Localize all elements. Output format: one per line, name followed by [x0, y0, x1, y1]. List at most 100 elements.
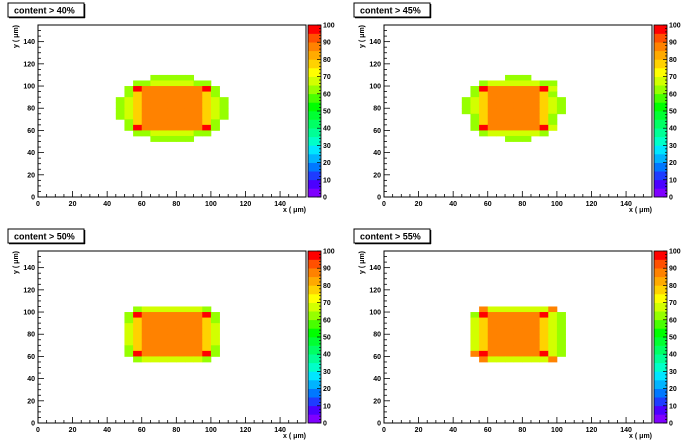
heatmap-cell: [202, 339, 212, 346]
colorbar-segment: [654, 76, 667, 86]
colorbar-tick-label: 0: [669, 195, 673, 202]
heatmap-cell: [505, 119, 515, 126]
heatmap-cell: [513, 108, 523, 115]
heatmap-cell: [141, 350, 151, 357]
heatmap-cell: [513, 317, 523, 324]
heatmap-cell: [530, 350, 541, 357]
heatmap-cell: [184, 74, 195, 81]
heatmap-cell: [479, 108, 489, 115]
y-tick-label: 100: [369, 310, 381, 317]
heatmap-cell: [167, 74, 177, 81]
heatmap-cell: [539, 86, 549, 92]
heatmap-cell: [193, 306, 203, 313]
heatmap-cell: [210, 108, 220, 115]
colorbar-tick-label: 20: [669, 160, 677, 167]
colorbar-segment: [308, 302, 321, 312]
heatmap-cell: [522, 328, 532, 335]
y-tick-label: 60: [27, 128, 35, 135]
heatmap-cell: [548, 119, 558, 126]
heatmap-cell: [176, 80, 186, 87]
heatmap-cell: [496, 124, 506, 131]
heatmap-cell: [159, 334, 169, 341]
heatmap-cell: [522, 345, 532, 352]
colorbar-segment: [308, 128, 321, 138]
y-tick-label: 40: [373, 376, 381, 383]
heatmap-cell: [470, 86, 480, 92]
heatmap-cell: [487, 130, 497, 137]
heatmap-cell: [530, 124, 541, 131]
heatmap-cell: [496, 345, 506, 352]
heatmap-cell: [141, 339, 151, 346]
colorbar-segment: [308, 33, 321, 43]
heatmap-cell: [176, 108, 186, 115]
heatmap-cell: [176, 97, 186, 104]
heatmap-cell: [548, 306, 558, 313]
heatmap-cell: [133, 345, 143, 352]
heatmap-cell: [167, 102, 177, 109]
heatmap-cell: [193, 108, 203, 115]
heatmap-cell: [505, 102, 515, 109]
heatmap-cell: [513, 339, 523, 346]
heatmap-cell: [202, 345, 212, 352]
heatmap-cell: [150, 74, 160, 81]
heatmap-cell: [150, 97, 160, 104]
colorbar-segment: [308, 337, 321, 346]
heatmap-cell: [159, 328, 169, 335]
heatmap-cell: [530, 91, 541, 98]
heatmap-cell: [167, 306, 177, 313]
heatmap-cell: [530, 328, 541, 335]
heatmap-cell: [530, 312, 541, 318]
heatmap-cell: [461, 102, 471, 109]
x-tick-label: 40: [103, 201, 111, 208]
heatmap-cell: [496, 334, 506, 341]
colorbar-segment: [654, 171, 667, 181]
heatmap-cell: [150, 356, 160, 363]
heatmap-cell: [548, 350, 558, 357]
heatmap-cell: [522, 113, 532, 120]
heatmap-cell: [150, 86, 160, 92]
y-tick-label: 20: [27, 172, 35, 179]
heatmap-cell: [496, 328, 506, 335]
colorbar-segment: [654, 328, 667, 338]
heatmap-cell: [487, 350, 497, 357]
colorbar-tick-label: 10: [323, 177, 331, 184]
colorbar-segment: [654, 285, 667, 295]
heatmap-cell: [115, 108, 125, 115]
heatmap-cell: [210, 350, 220, 357]
heatmap-cell: [513, 80, 523, 87]
heatmap-cell: [176, 86, 186, 92]
heatmap-cell: [487, 306, 497, 313]
colorbar-tick-label: 60: [323, 91, 331, 98]
heatmap-cell: [141, 102, 151, 109]
colorbar-segment: [308, 76, 321, 86]
heatmap-cell: [184, 80, 195, 87]
heatmap-cell: [133, 124, 143, 131]
colorbar-tick-label: 30: [323, 369, 331, 376]
heatmap-panel: content > 45%0 20 40 60 80 100 120 140020406080…: [353, 2, 681, 214]
heatmap-cell: [193, 339, 203, 346]
x-tick-label: 100: [551, 427, 563, 434]
heatmap-cell: [124, 350, 134, 357]
heatmap-cell: [210, 113, 220, 120]
heatmap-cell: [141, 328, 151, 335]
colorbar-segment: [654, 268, 667, 278]
heatmap-cell: [470, 345, 480, 352]
colorbar-segment: [308, 162, 321, 172]
heatmap-cell: [530, 323, 541, 330]
heatmap-cell: [202, 97, 212, 104]
panel-title: content > 45%: [360, 6, 421, 16]
heatmap-cell: [496, 97, 506, 104]
heatmap-cell: [513, 312, 523, 318]
heatmap-cell: [556, 323, 566, 330]
heatmap-cell: [479, 91, 489, 98]
colorbar-segment: [654, 111, 667, 120]
x-tick-label: 0: [36, 201, 40, 208]
heatmap-cell: [193, 97, 203, 104]
heatmap-cell: [539, 328, 549, 335]
heatmap-cell: [202, 80, 212, 87]
x-tick-label: 60: [138, 427, 146, 434]
x-tick-label: 80: [172, 427, 180, 434]
colorbar-segment: [654, 85, 667, 95]
heatmap-cell: [184, 317, 195, 324]
colorbar-tick-label: 20: [323, 160, 331, 167]
